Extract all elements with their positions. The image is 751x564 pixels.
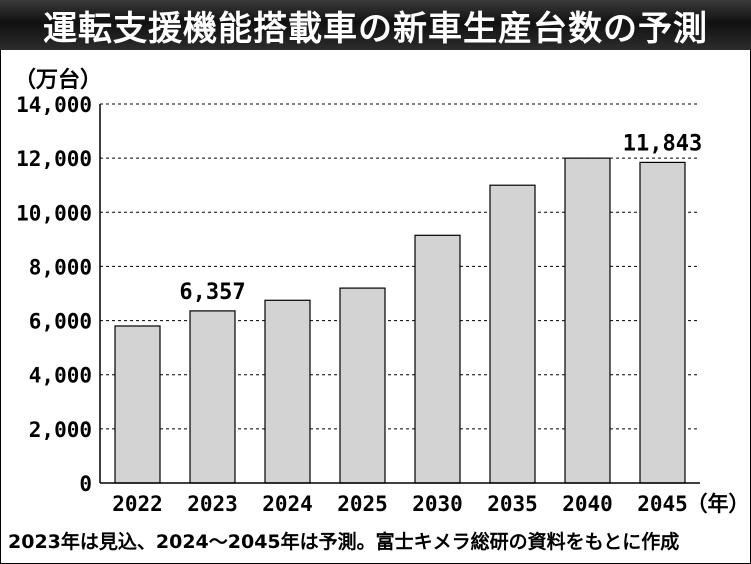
x-tick-label: 2035 bbox=[487, 492, 538, 516]
y-tick-label: 8,000 bbox=[29, 255, 92, 279]
y-tick-labels: 0 2,000 4,000 6,000 8,000 10,000 12,000 14,000 bbox=[16, 93, 92, 496]
x-tick-labels: 2022 2023 2024 2025 2030 2035 2040 2045 bbox=[112, 492, 688, 516]
x-axis-unit-label: （年） bbox=[687, 492, 750, 516]
y-tick-label: 14,000 bbox=[16, 93, 92, 117]
x-tick-label: 2040 bbox=[562, 492, 613, 516]
x-tick-label: 2025 bbox=[337, 492, 388, 516]
x-tick-label: 2045 bbox=[637, 492, 688, 516]
y-tick-label: 12,000 bbox=[16, 147, 92, 171]
bars bbox=[114, 157, 686, 484]
chart-title: 運転支援機能搭載車の新車生産台数の予測 bbox=[43, 8, 708, 49]
x-tick-label: 2024 bbox=[262, 492, 313, 516]
data-labels: 6,357 11,843 bbox=[179, 131, 702, 305]
bar-2035 bbox=[489, 184, 536, 484]
bar-2024 bbox=[264, 299, 311, 484]
y-tick-label: 0 bbox=[79, 472, 92, 496]
x-tick-label: 2030 bbox=[412, 492, 463, 516]
x-tick-label: 2023 bbox=[187, 492, 238, 516]
data-label: 6,357 bbox=[179, 280, 245, 305]
y-tick-label: 2,000 bbox=[29, 418, 92, 442]
data-label: 11,843 bbox=[623, 131, 702, 156]
x-tick-label: 2022 bbox=[112, 492, 163, 516]
bar-2022 bbox=[114, 325, 161, 484]
footnote: 2023年は見込、2024～2045年は予測。富士キメラ総研の資料をもとに作成 bbox=[8, 531, 680, 553]
y-axis-unit-label: （万台） bbox=[14, 68, 103, 93]
bar-2040 bbox=[564, 157, 611, 484]
bar-2025 bbox=[339, 287, 386, 484]
bar-2030 bbox=[414, 234, 461, 484]
y-tick-label: 6,000 bbox=[29, 310, 92, 334]
y-tick-label: 10,000 bbox=[16, 201, 92, 225]
bar-2023 bbox=[189, 310, 236, 484]
title-bar: 運転支援機能搭載車の新車生産台数の予測 bbox=[0, 0, 751, 50]
bar-2045 bbox=[639, 161, 686, 484]
y-tick-label: 4,000 bbox=[29, 364, 92, 388]
axes bbox=[99, 104, 700, 484]
